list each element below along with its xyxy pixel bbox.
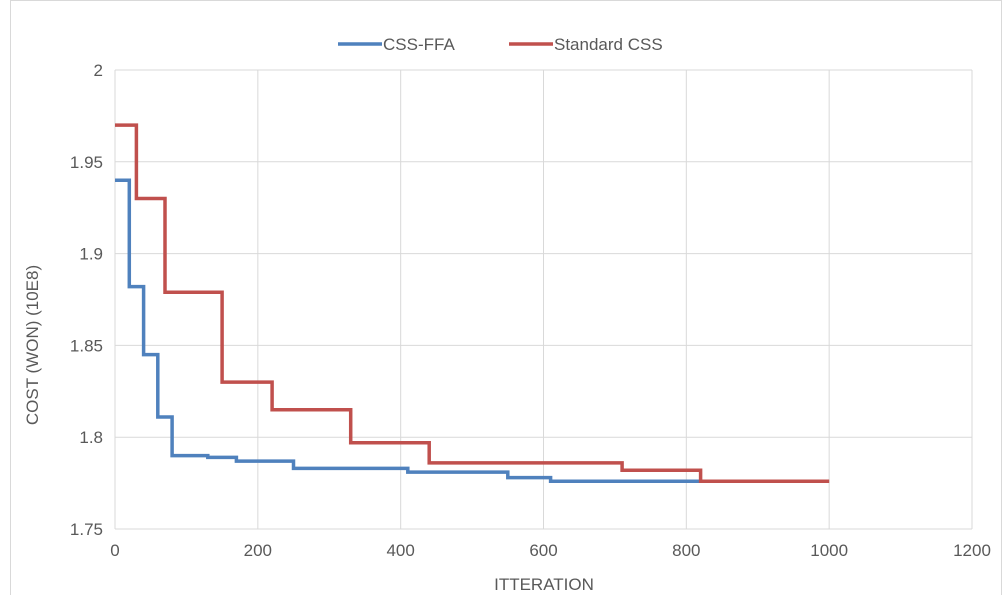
x-gridlines	[114, 70, 973, 529]
series-line-css-ffa	[115, 178, 701, 484]
series-line-standard-css	[115, 123, 830, 484]
x-tick-label: 800	[672, 541, 700, 560]
y-tick-label: 1.85	[70, 336, 103, 355]
y-tick-label: 1.9	[79, 245, 103, 264]
legend: CSS-FFA Standard CSS	[338, 35, 663, 54]
y-tick-label: 2	[94, 61, 103, 80]
x-axis-label: ITTERATION	[494, 575, 594, 594]
x-tick-label: 600	[529, 541, 557, 560]
x-tick-label: 0	[110, 541, 119, 560]
y-axis-label: COST (WON) (10E8)	[23, 265, 42, 425]
chart-border	[10, 0, 1002, 600]
x-tick-labels: 0 200 400 600 800 1000 1200	[110, 541, 991, 560]
legend-label: Standard CSS	[554, 35, 663, 54]
series-layer	[115, 123, 830, 484]
y-tick-label: 1.95	[70, 153, 103, 172]
y-tick-label: 1.75	[70, 520, 103, 539]
legend-label: CSS-FFA	[383, 35, 455, 54]
x-tick-label: 400	[386, 541, 414, 560]
x-tick-label: 1200	[953, 541, 991, 560]
y-tick-labels: 1.75 1.8 1.85 1.9 1.95 2	[70, 61, 103, 539]
x-tick-label: 1000	[810, 541, 848, 560]
x-tick-label: 200	[244, 541, 272, 560]
y-tick-label: 1.8	[79, 428, 103, 447]
